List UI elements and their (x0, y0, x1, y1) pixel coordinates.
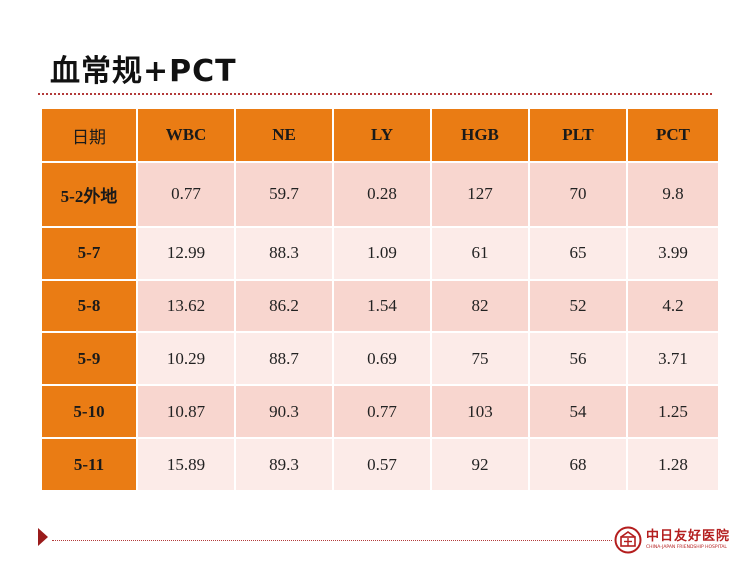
cell-pct: 3.71 (626, 331, 720, 387)
header-pct: PCT (626, 107, 720, 163)
cell-plt: 56 (528, 331, 628, 387)
cell-ly: 1.54 (332, 278, 432, 334)
cell-hgb: 82 (430, 278, 530, 334)
hospital-logo: 中日友好医院 CHINA-JAPAN FRIENDSHIP HOSPITAL (614, 526, 734, 554)
cell-pct: 1.28 (626, 437, 720, 492)
cell-wbc: 10.29 (136, 331, 236, 387)
cell-ly: 0.77 (332, 384, 432, 440)
cell-wbc: 13.62 (136, 278, 236, 334)
table-row: 5-2外地 0.77 59.7 0.28 127 70 9.8 (40, 161, 720, 228)
cell-plt: 65 (528, 225, 628, 281)
cell-hgb: 75 (430, 331, 530, 387)
row-date: 5-7 (40, 225, 138, 281)
cell-wbc: 12.99 (136, 225, 236, 281)
header-ne: NE (234, 107, 334, 163)
cell-ly: 0.69 (332, 331, 432, 387)
row-date: 5-9 (40, 331, 138, 387)
cell-ne: 88.3 (234, 225, 334, 281)
cell-ne: 88.7 (234, 331, 334, 387)
row-date: 5-8 (40, 278, 138, 334)
cell-hgb: 61 (430, 225, 530, 281)
cell-plt: 52 (528, 278, 628, 334)
cell-wbc: 0.77 (136, 161, 236, 228)
cell-hgb: 103 (430, 384, 530, 440)
cell-ne: 90.3 (234, 384, 334, 440)
cell-ne: 86.2 (234, 278, 334, 334)
logo-chinese-name: 中日友好医院 (646, 529, 731, 544)
cell-plt: 68 (528, 437, 628, 492)
row-date: 5-2外地 (40, 161, 138, 228)
cell-wbc: 10.87 (136, 384, 236, 440)
cell-pct: 9.8 (626, 161, 720, 228)
header-date: 日期 (40, 107, 138, 163)
cell-plt: 70 (528, 161, 628, 228)
header-wbc: WBC (136, 107, 236, 163)
header-hgb: HGB (430, 107, 530, 163)
table-row: 5-7 12.99 88.3 1.09 61 65 3.99 (40, 225, 720, 281)
row-date: 5-11 (40, 437, 138, 492)
cell-hgb: 92 (430, 437, 530, 492)
table-row: 5-9 10.29 88.7 0.69 75 56 3.71 (40, 331, 720, 387)
arrow-icon (38, 528, 48, 546)
table-row: 5-8 13.62 86.2 1.54 82 52 4.2 (40, 278, 720, 334)
logo-english-name: CHINA-JAPAN FRIENDSHIP HOSPITAL (646, 545, 727, 550)
cell-hgb: 127 (430, 161, 530, 228)
cell-pct: 3.99 (626, 225, 720, 281)
cell-wbc: 15.89 (136, 437, 236, 492)
title-divider (38, 93, 712, 95)
table-row: 5-10 10.87 90.3 0.77 103 54 1.25 (40, 384, 720, 440)
header-ly: LY (332, 107, 432, 163)
hospital-emblem-icon (614, 526, 642, 554)
cell-ly: 1.09 (332, 225, 432, 281)
cell-ly: 0.57 (332, 437, 432, 492)
slide-title: 血常规+PCT (50, 54, 237, 89)
header-plt: PLT (528, 107, 628, 163)
cell-ne: 89.3 (234, 437, 334, 492)
footer-divider (52, 540, 612, 541)
cell-pct: 4.2 (626, 278, 720, 334)
cell-ly: 0.28 (332, 161, 432, 228)
row-date: 5-10 (40, 384, 138, 440)
blood-test-table: 日期 WBC NE LY HGB PLT PCT 5-2外地 0.77 59.7… (40, 107, 720, 492)
table-row: 5-11 15.89 89.3 0.57 92 68 1.28 (40, 437, 720, 492)
cell-pct: 1.25 (626, 384, 720, 440)
cell-ne: 59.7 (234, 161, 334, 228)
cell-plt: 54 (528, 384, 628, 440)
table-header-row: 日期 WBC NE LY HGB PLT PCT (40, 107, 720, 163)
